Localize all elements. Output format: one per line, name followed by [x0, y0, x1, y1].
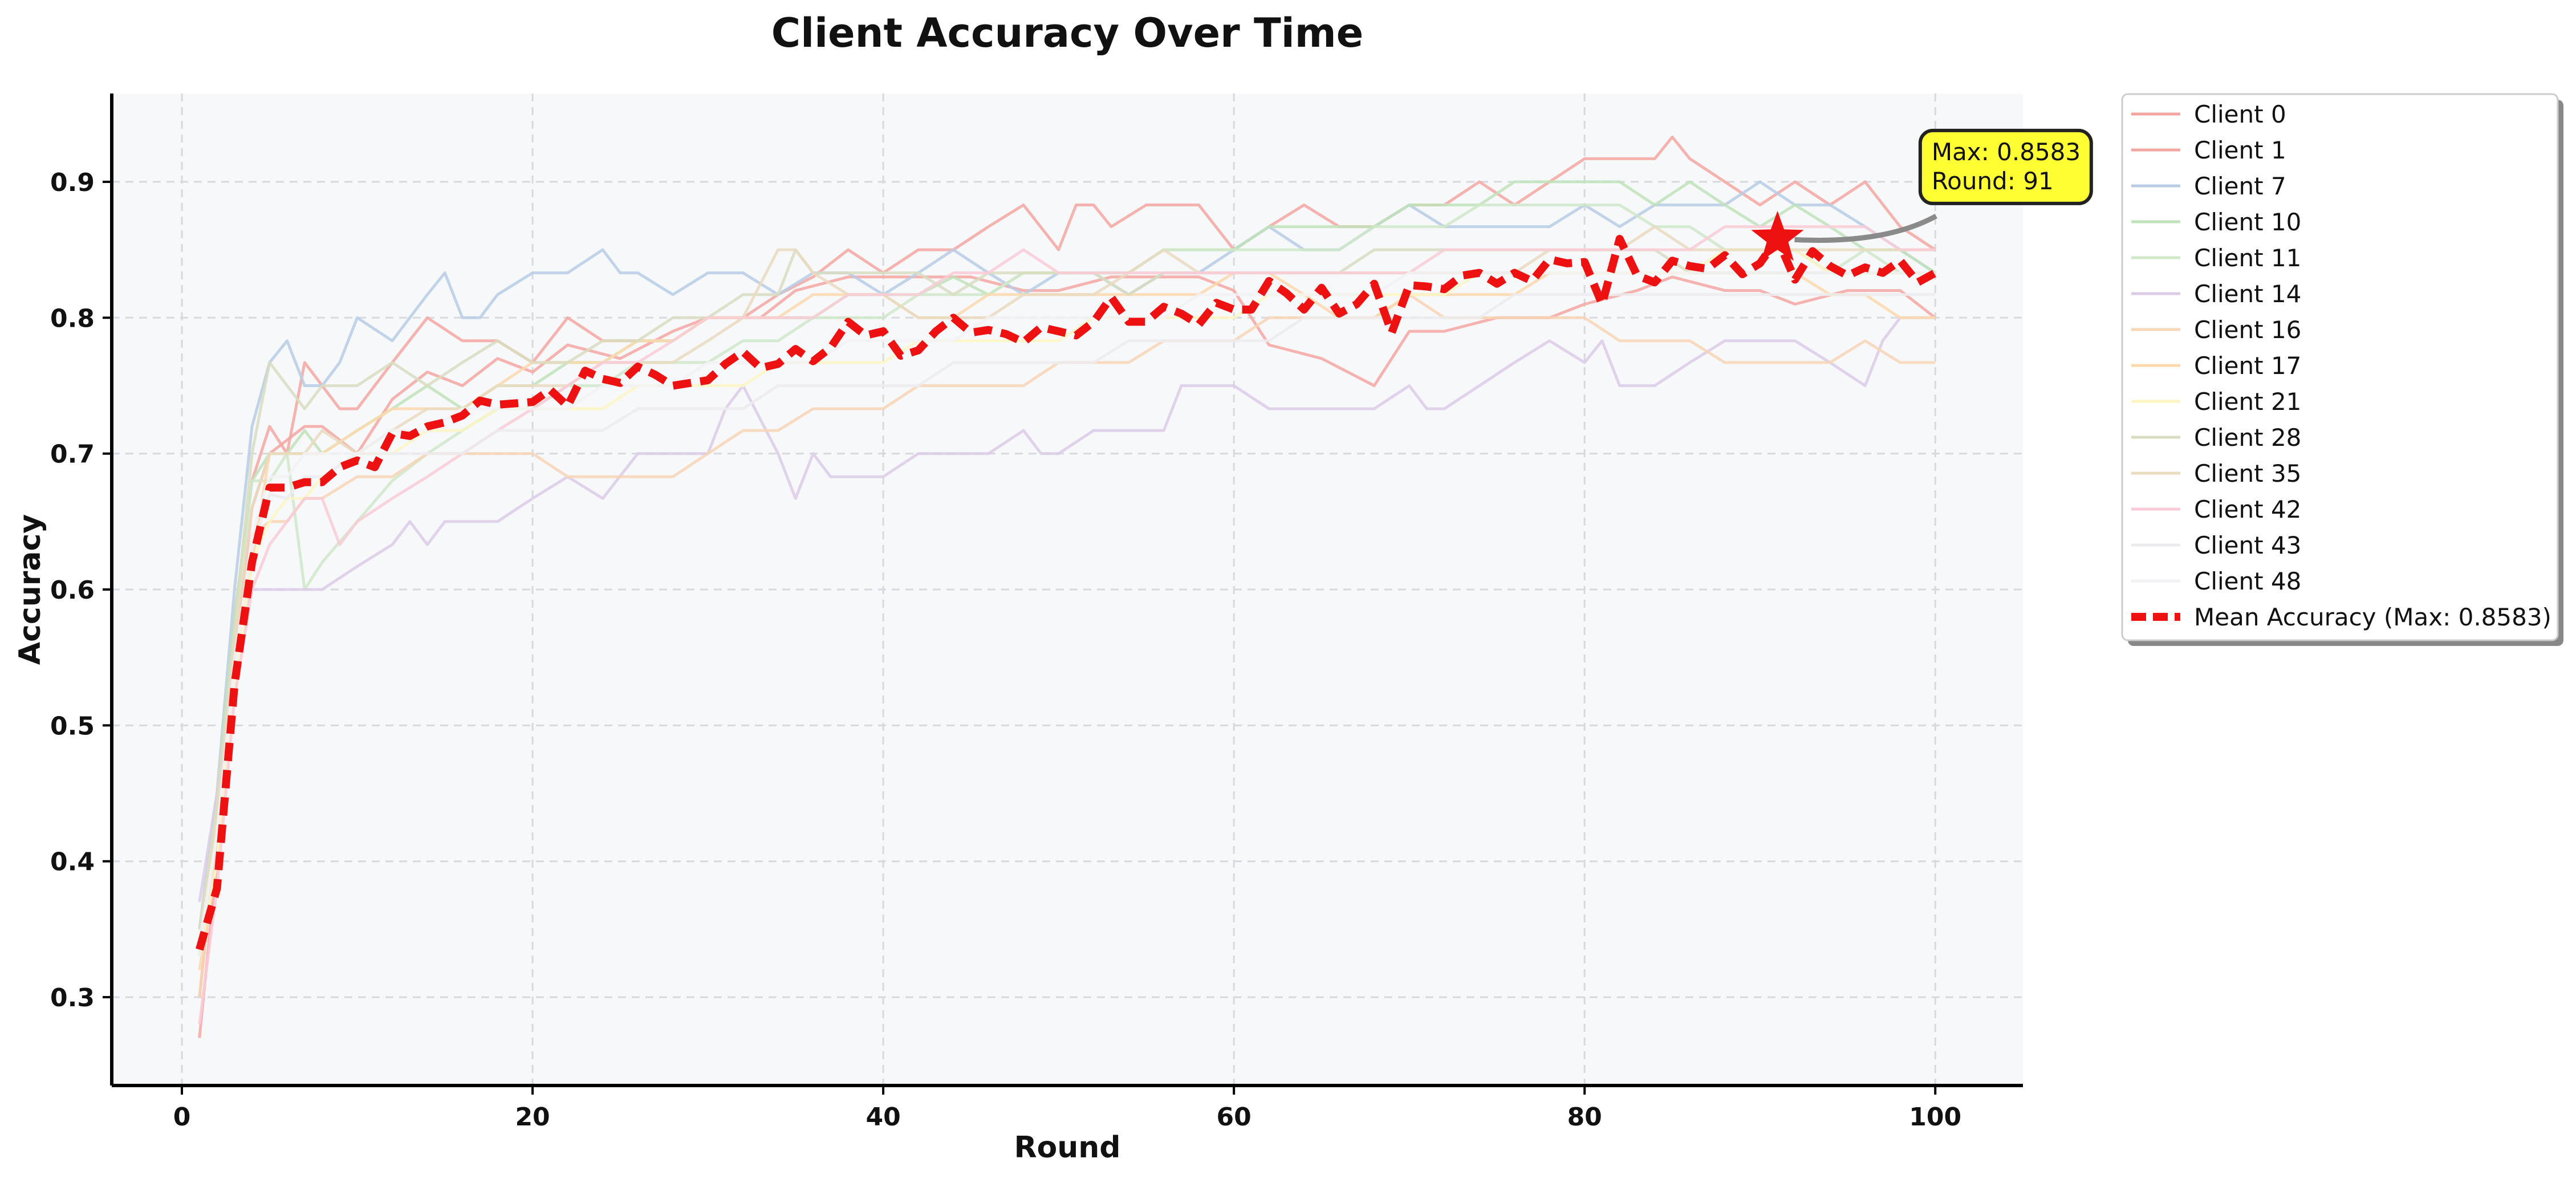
mean-series-group	[196, 235, 1937, 951]
y-tick-label: 0.3	[50, 983, 95, 1013]
x-tick-label: 80	[1567, 1103, 1602, 1132]
series-line-client-7	[198, 180, 1936, 930]
legend-label: Client 28	[2194, 424, 2301, 452]
y-axis-title: Accuracy	[13, 514, 47, 665]
legend-label: Client 1	[2194, 136, 2286, 164]
plot-background	[112, 93, 2023, 1086]
y-tick-label: 0.9	[50, 168, 95, 197]
legend-label: Mean Accuracy (Max: 0.8583)	[2194, 603, 2551, 631]
legend: Client 0 Client 1 Client 7 Client 10 Client …	[2121, 93, 2563, 646]
legend-label: Client 7	[2194, 172, 2286, 200]
client-series	[198, 135, 1936, 1038]
legend-label: Client 48	[2194, 567, 2301, 595]
legend-label: Client 11	[2194, 244, 2301, 272]
series-line-client-43	[198, 293, 1936, 957]
annotation-box	[1918, 128, 2093, 205]
mean-accuracy-line	[196, 235, 1937, 951]
annotation-max-text: Max: 0.8583	[1932, 138, 2081, 166]
x-tick-label: 60	[1217, 1103, 1252, 1132]
series-line-client-48	[198, 271, 1936, 944]
annotation-round-text: Round: 91	[1932, 167, 2054, 195]
x-ticks: 0 20 40 60 80 100	[173, 1086, 1961, 1132]
series-line-client-42	[198, 225, 1936, 1025]
legend-label: Client 21	[2194, 388, 2301, 416]
x-tick-label: 20	[515, 1103, 550, 1132]
y-tick-label: 0.7	[50, 440, 95, 469]
legend-label: Client 17	[2194, 352, 2301, 380]
x-tick-label: 100	[1909, 1103, 1961, 1132]
legend-box	[2121, 93, 2559, 641]
legend-label: Client 42	[2194, 495, 2301, 523]
x-tick-label: 0	[173, 1103, 191, 1132]
series-line-client-1	[198, 135, 1936, 998]
series-line-client-14	[198, 316, 1936, 902]
legend-label: Client 0	[2194, 100, 2286, 128]
chart-title: Client Accuracy Over Time	[771, 10, 1363, 56]
legend-label: Client 10	[2194, 208, 2301, 236]
series-line-client-11	[198, 204, 1936, 944]
y-tick-label: 0.8	[50, 304, 95, 333]
y-tick-label: 0.5	[50, 712, 95, 741]
legend-items: Client 0 Client 1 Client 7 Client 10 Client …	[2131, 100, 2551, 631]
max-star-marker	[1751, 210, 1804, 261]
x-axis-title: Round	[1014, 1131, 1120, 1165]
y-tick-label: 0.4	[50, 848, 95, 877]
annotation-arrow	[1794, 213, 1937, 243]
x-tick-label: 40	[866, 1103, 900, 1132]
legend-label: Client 35	[2194, 460, 2301, 487]
legend-label: Client 14	[2194, 280, 2301, 308]
y-ticks: 0.3 0.4 0.5 0.6 0.7 0.8 0.9	[50, 168, 112, 1013]
series-line-client-16	[198, 293, 1936, 998]
legend-label: Client 16	[2194, 316, 2301, 344]
y-tick-label: 0.6	[50, 576, 95, 605]
legend-label: Client 43	[2194, 531, 2301, 559]
